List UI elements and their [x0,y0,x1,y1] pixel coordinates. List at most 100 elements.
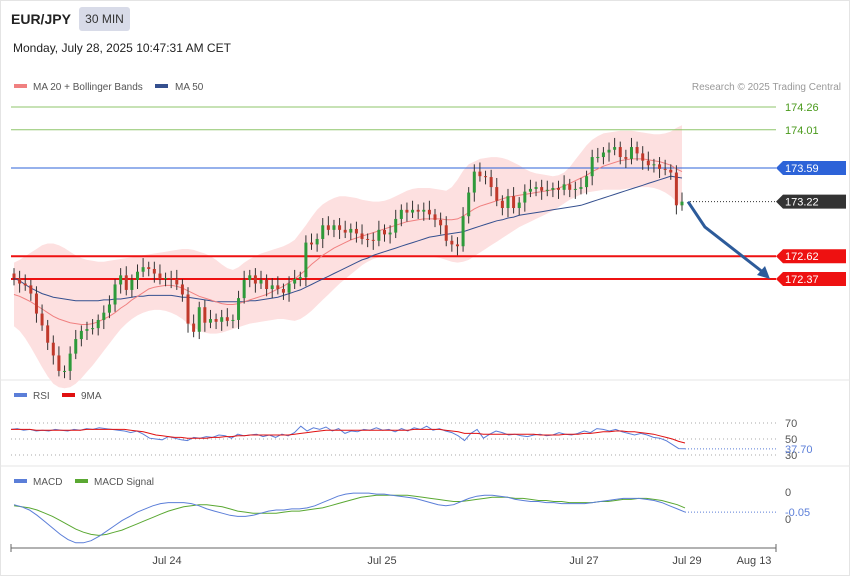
candle-body [276,285,280,290]
candle-body [382,229,386,235]
candle-body [641,153,645,161]
candle-body [568,184,572,190]
timeframe-button[interactable]: 30 MIN [79,7,130,31]
macd-signal-legend-label: MACD Signal [94,477,154,488]
candle-body [57,355,61,371]
rsi-tick-label: 30 [785,450,797,462]
candle-body [34,293,38,314]
macd-signal-legend-swatch [75,479,88,483]
candle-body [12,273,16,279]
candle-body [601,152,605,158]
macd-signal-line [13,494,686,536]
datetime-label: Monday, July 28, 2025 10:47:31 AM CET [13,41,231,55]
candle-body [231,319,235,321]
candle-body [51,342,55,356]
rsi-tick-label: 50 [785,434,797,446]
candle-body [287,283,291,293]
candle-body [658,164,662,169]
candle-body [298,277,302,279]
time-axis: Jul 24 Jul 25 Jul 27 Jul 29 Aug 13 [10,544,777,567]
candle-body [371,239,375,241]
macd-last-value: -0.05 [785,507,810,519]
candle-body [91,328,95,330]
candle-body [439,219,443,226]
candle-body [141,267,145,272]
candle-body [467,192,471,217]
x-tick-label: Jul 29 [672,555,701,567]
candle-body [186,294,190,324]
candle-body [528,188,532,192]
macd-panel: 00-0.05 [13,487,810,544]
candle-body [332,225,336,230]
candle-body [618,147,622,158]
candle-body [596,157,600,159]
candle-body [652,164,656,166]
rsi-legend: RSI 9MA [14,391,102,402]
candle-body [113,284,117,305]
candle-body [152,268,156,274]
candle-body [551,187,555,190]
candle-body [635,147,639,154]
candle-body [613,147,617,150]
candle-body [360,233,364,239]
candle-body [321,225,325,239]
rsi-ma-legend-swatch [62,393,75,397]
ma50-legend-label: MA 50 [175,82,204,93]
candle-body [270,285,274,290]
x-tick-label: Aug 13 [737,555,772,567]
candle-body [349,228,353,233]
candle-body [147,267,151,269]
candle-body [248,275,252,280]
candle-body [343,229,347,233]
candle-body [158,273,162,279]
candle-body [237,298,241,320]
candle-body [102,312,106,320]
candle-body [422,209,426,212]
candle-body [455,244,459,247]
candle-body [517,202,521,209]
candle-body [545,189,549,191]
forecast-arrow-head [757,266,770,279]
candle-body [225,317,229,321]
candle-body [366,238,370,240]
macd-tick-label: 0 [785,514,791,526]
candle-body [450,240,454,245]
candle-body [394,218,398,233]
candle-body [253,275,257,284]
price-tag-pivot [776,160,846,175]
ma20-legend-swatch [14,84,27,88]
candle-body [354,228,358,234]
candle-body [315,238,319,245]
price-tag-label: 172.62 [785,251,819,263]
candle-body [310,242,314,245]
candle-body [562,184,566,190]
candle-body [197,307,201,332]
price-tag-last [776,194,846,209]
macd-tick-label: 0 [785,487,791,499]
candle-body [135,271,139,280]
candle-body [338,225,342,230]
candle-body [495,187,499,201]
candle-body [629,147,633,159]
price-tag-label: 173.59 [785,163,819,175]
candle-body [192,323,196,332]
candle-body [85,329,89,331]
candle-body [40,313,44,326]
candle-body [590,157,594,177]
candle-body [29,285,33,294]
candle-body [585,176,589,188]
candle-body [416,209,420,212]
candle-body [573,188,577,190]
ma20-legend-label: MA 20 + Bollinger Bands [33,82,143,93]
price-tag-support [776,249,846,264]
x-tick-label: Jul 27 [569,555,598,567]
candle-body [506,196,510,209]
candle-body [534,187,538,189]
price-panel: 174.26 174.01 173.59 173.22 172.62 172.37 [11,102,846,389]
candle-body [388,232,392,235]
forecast-arrow-line [686,200,765,275]
macd-legend: MACD MACD Signal [14,477,154,488]
price-legend: MA 20 + Bollinger Bands MA 50 [14,82,204,93]
